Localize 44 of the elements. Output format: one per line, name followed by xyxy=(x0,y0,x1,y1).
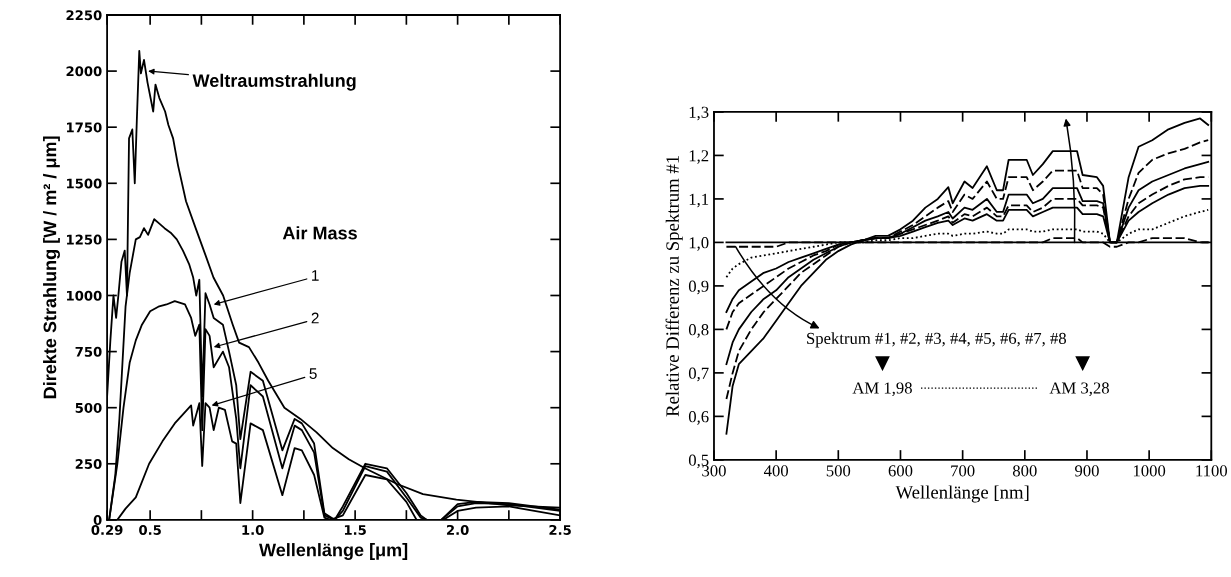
y-tick-label: 250 xyxy=(75,459,102,469)
y-tick-label: 1,1 xyxy=(689,193,709,208)
y-tick-label: 1750 xyxy=(67,122,102,133)
x-axis-title: Wellenlänge [nm] xyxy=(895,485,1029,503)
annotation: 1 xyxy=(312,270,319,281)
y-tick-label: 500 xyxy=(75,402,102,413)
x-tick-label: 1.5 xyxy=(344,525,366,535)
x-axis-title: Wellenlänge [μm] xyxy=(259,543,408,560)
annotation: Spektrum #1, #2, #3, #4, #5, #6, #7, #8 xyxy=(807,332,1066,348)
annotation: AM 3,28 xyxy=(1049,382,1109,396)
y-tick-label: 1,3 xyxy=(689,106,709,121)
x-tick-label: 0.5 xyxy=(139,524,161,535)
y-tick-label: 750 xyxy=(75,346,102,357)
x-tick-label: 2.0 xyxy=(446,524,469,535)
x-tick-label: 600 xyxy=(888,465,913,477)
y-tick-label: 1,2 xyxy=(689,150,709,164)
x-tick-label: 500 xyxy=(826,465,851,477)
x-tick-label: 800 xyxy=(1012,465,1037,477)
y-axis-title: Relative Differenz zu Spektrum #1 xyxy=(665,155,683,417)
y-tick-label: 0,7 xyxy=(688,367,709,382)
x-tick-label: 1.0 xyxy=(242,524,264,535)
y-tick-label: 1,0 xyxy=(689,237,709,251)
y-tick-label: 1250 xyxy=(67,234,102,245)
y-tick-label: 1000 xyxy=(67,290,102,301)
annotation: Weltraumstrahlung xyxy=(192,73,356,91)
x-tick-label: 0.29 xyxy=(91,524,123,535)
x-tick-label: 2.5 xyxy=(549,524,571,535)
x-tick-label: 400 xyxy=(763,465,789,477)
y-tick-label: 1500 xyxy=(67,178,102,189)
x-tick-label: 700 xyxy=(951,465,975,477)
y-tick-label: 0,8 xyxy=(688,324,709,338)
y-axis-title: Direkte Strahlung [W / m² / μm] xyxy=(43,136,60,399)
annotation: 2 xyxy=(311,312,319,324)
y-tick-label: 2000 xyxy=(66,66,102,77)
annotation: Air Mass xyxy=(282,226,357,240)
x-tick-label: 900 xyxy=(1075,465,1099,477)
y-tick-label: 0,9 xyxy=(688,280,709,295)
annotation: AM 1,98 xyxy=(852,382,912,396)
y-tick-label: 2250 xyxy=(66,10,102,21)
annotation: 5 xyxy=(309,368,317,379)
y-tick-label: 0,6 xyxy=(688,411,709,425)
y-tick-label: 0 xyxy=(93,515,102,526)
x-tick-label: 1100 xyxy=(1196,465,1228,477)
x-tick-label: 1000 xyxy=(1133,465,1166,477)
